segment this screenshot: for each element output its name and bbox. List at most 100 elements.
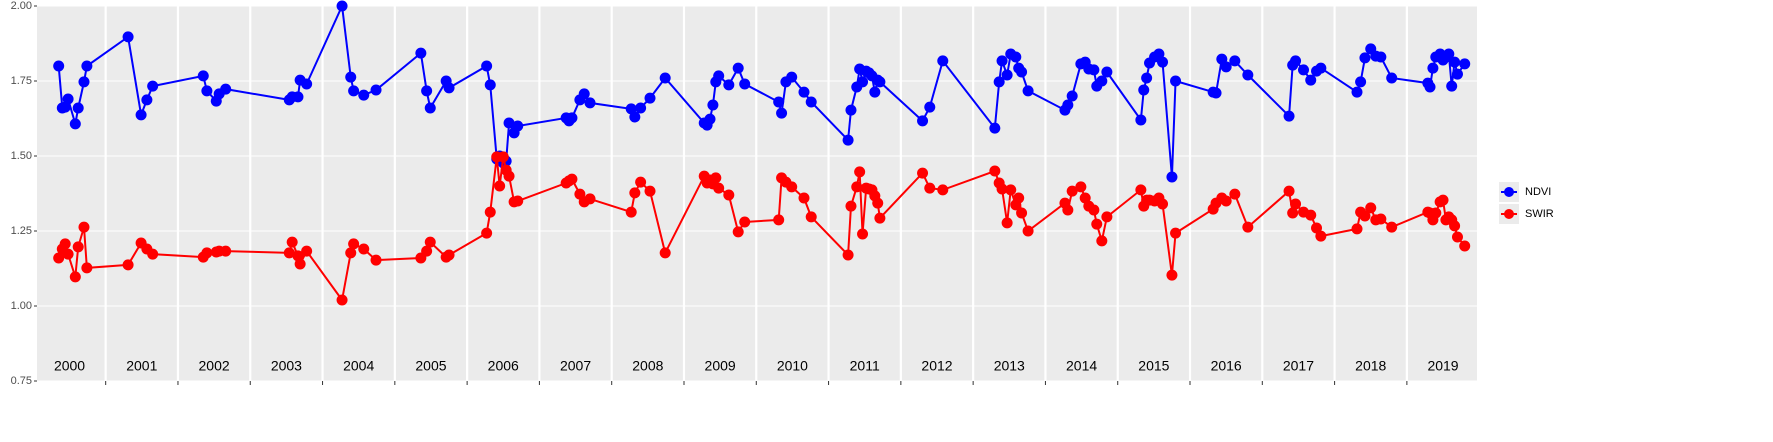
point	[1437, 194, 1449, 206]
year-label: 2012	[921, 358, 952, 374]
point	[370, 84, 382, 96]
legend-label: SWIR	[1525, 208, 1554, 220]
point	[53, 60, 65, 72]
point	[1138, 84, 1150, 96]
point	[220, 245, 232, 257]
point	[494, 180, 506, 192]
point	[1449, 220, 1461, 232]
point	[443, 82, 455, 94]
point	[503, 170, 515, 182]
point	[937, 184, 949, 196]
point	[993, 76, 1005, 88]
point	[1229, 188, 1241, 200]
point	[842, 134, 854, 146]
point	[512, 120, 524, 132]
point	[635, 102, 647, 114]
point	[1424, 81, 1436, 93]
point	[1459, 240, 1471, 252]
point	[732, 62, 744, 74]
year-label: 2009	[705, 358, 736, 374]
point	[135, 109, 147, 121]
point	[869, 86, 881, 98]
point	[81, 262, 93, 274]
point	[872, 197, 884, 209]
point	[336, 294, 348, 306]
legend-marker	[1504, 187, 1514, 197]
point	[625, 206, 637, 218]
point	[1075, 181, 1087, 193]
point	[1157, 198, 1169, 210]
point	[1001, 69, 1013, 81]
point	[62, 93, 74, 105]
year-label: 2002	[199, 358, 230, 374]
point	[1375, 51, 1387, 63]
point	[1141, 72, 1153, 84]
year-label: 2003	[271, 358, 302, 374]
point	[484, 206, 496, 218]
year-label: 2008	[632, 358, 663, 374]
point	[786, 181, 798, 193]
point	[786, 71, 798, 83]
point	[1010, 51, 1022, 63]
point	[1359, 52, 1371, 64]
point	[147, 248, 159, 260]
point	[713, 70, 725, 82]
point	[370, 254, 382, 266]
point	[1355, 76, 1367, 88]
point	[996, 55, 1008, 67]
point	[857, 76, 869, 88]
point	[773, 214, 785, 226]
point	[141, 94, 153, 106]
point	[1220, 61, 1232, 73]
point	[1315, 62, 1327, 74]
point	[845, 200, 857, 212]
point	[197, 70, 209, 82]
point	[1062, 204, 1074, 216]
year-label: 2013	[994, 358, 1025, 374]
point	[1101, 66, 1113, 78]
point	[566, 173, 578, 185]
year-label: 2015	[1138, 358, 1169, 374]
point	[578, 88, 590, 100]
year-label: 2014	[1066, 358, 1097, 374]
point	[1359, 210, 1371, 222]
point	[1365, 202, 1377, 214]
year-label: 2016	[1211, 358, 1242, 374]
year-label: 2000	[54, 358, 85, 374]
point	[69, 118, 81, 130]
y-tick-label: 1.50	[11, 150, 32, 162]
point	[659, 72, 671, 84]
point	[1290, 198, 1302, 210]
point	[1298, 64, 1310, 76]
point	[81, 60, 93, 72]
point	[1066, 185, 1078, 197]
point	[635, 176, 647, 188]
point	[1088, 204, 1100, 216]
point	[851, 181, 863, 193]
year-label: 2019	[1427, 358, 1458, 374]
point	[1290, 55, 1302, 67]
y-tick-label: 2.00	[11, 0, 32, 12]
point	[874, 76, 886, 88]
point	[739, 216, 751, 228]
point	[512, 195, 524, 207]
point	[301, 78, 313, 90]
point	[713, 182, 725, 194]
point	[1220, 195, 1232, 207]
point	[358, 243, 370, 255]
point	[1430, 207, 1442, 219]
point	[1088, 64, 1100, 76]
point	[1242, 69, 1254, 81]
point	[348, 85, 360, 97]
point	[857, 228, 869, 240]
point	[292, 91, 304, 103]
point	[1443, 48, 1455, 60]
point	[1427, 62, 1439, 74]
point	[358, 89, 370, 101]
point	[773, 96, 785, 108]
point	[1305, 74, 1317, 86]
point	[122, 259, 134, 271]
point	[1096, 75, 1108, 87]
point	[842, 249, 854, 261]
